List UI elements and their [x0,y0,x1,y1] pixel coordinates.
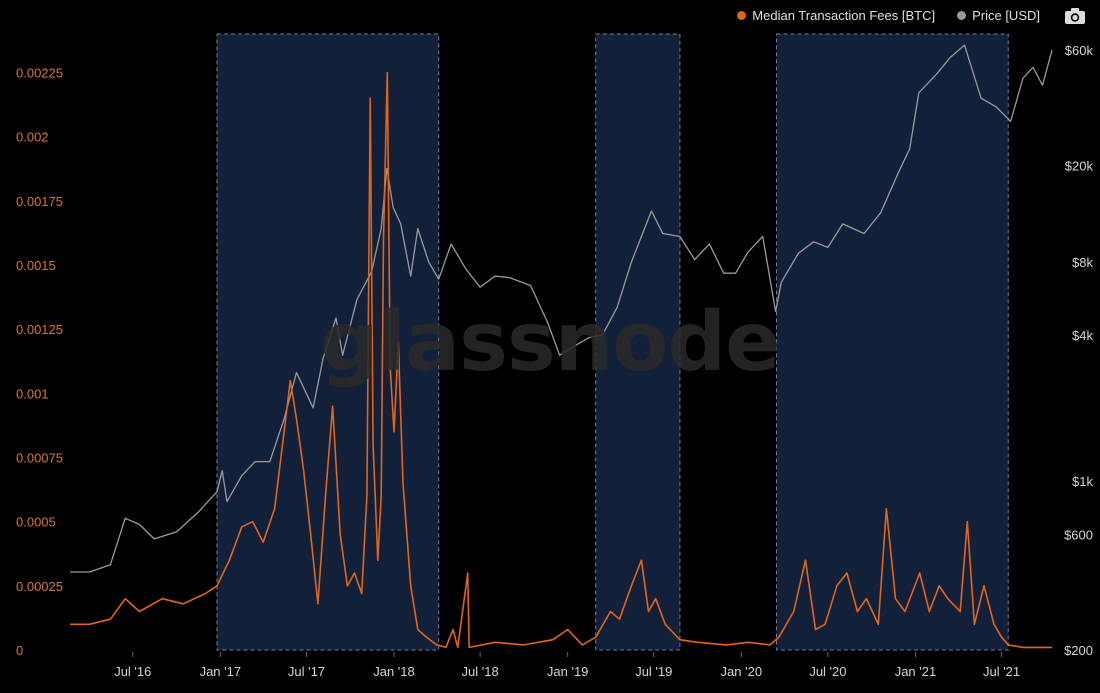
legend: Median Transaction Fees [BTC] Price [USD… [737,8,1040,23]
x-axis-tick-label: Jul '19 [635,664,672,679]
right-axis-tick: $4k [1072,328,1093,343]
left-axis-tick: 0.00175 [16,194,63,209]
x-axis-tick-label: Jan '20 [721,664,763,679]
highlight-band-2 [595,33,681,651]
fees-series-dot [737,11,747,20]
fees-series-line [70,71,1052,649]
left-axis-tick: 0.002 [16,130,49,145]
legend-price-label: Price [USD] [972,8,1040,23]
legend-item-price[interactable]: Price [USD] [957,8,1040,23]
legend-item-fees[interactable]: Median Transaction Fees [BTC] [737,8,935,23]
right-axis-tick: $200 [1064,643,1093,658]
left-axis-tick: 0.0015 [16,258,56,273]
price-series-dot [957,11,967,20]
x-axis-tick-label: Jan '19 [547,664,589,679]
x-axis-tick-label: Jul '20 [809,664,846,679]
highlight-band-3 [776,33,1009,651]
left-axis-tick: 0.001 [16,386,49,401]
x-axis-tick-label: Jul '21 [983,664,1020,679]
price-series-line [70,44,1053,573]
x-axis-tick-label: Jul '17 [288,664,325,679]
right-axis-tick: $600 [1064,527,1093,542]
left-axis-tick: 0.00075 [16,451,63,466]
left-axis-tick: 0.0005 [16,515,56,530]
camera-icon[interactable] [1064,6,1086,26]
left-axis-tick: 0 [16,643,23,658]
x-axis-tick-label: Jan '18 [373,664,415,679]
right-axis-tick: $8k [1072,255,1093,270]
right-axis-tick: $20k [1065,159,1094,174]
legend-fees-label: Median Transaction Fees [BTC] [752,8,936,23]
x-axis-tick-label: Jul '18 [462,664,499,679]
x-axis-tick-label: Jan '17 [200,664,242,679]
right-axis-tick: $1k [1072,474,1093,489]
x-axis-tick-label: Jul '16 [114,664,151,679]
left-axis-tick: 0.00125 [16,322,63,337]
x-axis-tick-label: Jan '21 [895,664,937,679]
left-axis-tick: 0.00025 [16,579,63,594]
right-axis-tick: $60k [1065,43,1094,58]
left-axis-tick: 0.00225 [16,66,63,81]
